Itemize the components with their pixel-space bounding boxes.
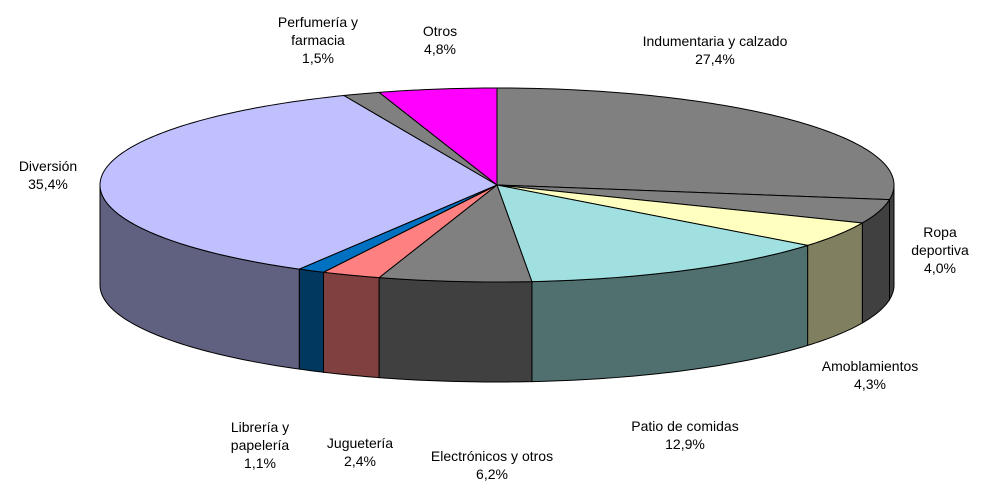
value-label: 4,8% [424, 41, 456, 57]
slice-side [888, 184, 895, 302]
slice-label: Diversión 35,4% [3, 157, 93, 193]
category-label: Librería y papelería [230, 419, 290, 453]
slice-label: Perfumería y farmacia 1,5% [263, 13, 373, 67]
slice-label: Patio de comidas 12,9% [600, 417, 770, 453]
value-label: 4,0% [924, 260, 956, 276]
value-label: 12,9% [665, 436, 705, 452]
value-label: 35,4% [28, 176, 68, 192]
category-label: Patio de comidas [631, 418, 739, 434]
category-label: Ropa deportiva [911, 224, 969, 258]
category-label: Juguetería [326, 435, 394, 451]
slice-label: Indumentaria y calzado 27,4% [605, 32, 825, 68]
category-label: Amoblamientos [821, 358, 919, 374]
category-label: Perfumería y farmacia [277, 14, 359, 48]
slice-side [298, 268, 324, 373]
category-label: Indumentaria y calzado [642, 33, 788, 49]
category-label: Electrónicos y otros [430, 448, 554, 464]
slice [496, 87, 895, 201]
slice [496, 184, 891, 224]
slice-side [378, 277, 533, 383]
value-label: 27,4% [695, 51, 735, 67]
slice [377, 184, 533, 283]
value-label: 6,2% [476, 466, 508, 482]
slice [496, 184, 864, 246]
category-label: Otros [422, 23, 458, 39]
slice [342, 91, 498, 186]
slice [99, 94, 499, 270]
category-label: Diversión [18, 158, 78, 174]
slice-label: Librería y papelería 1,1% [215, 418, 305, 472]
slice-side [322, 271, 380, 379]
slice-label: Electrónicos y otros 6,2% [427, 447, 557, 483]
slice [496, 184, 808, 283]
slice-label: Otros 4,8% [400, 22, 480, 58]
value-label: 1,1% [244, 455, 276, 471]
slice [377, 87, 498, 187]
slice-label: Juguetería 2,4% [310, 434, 410, 470]
slice-label: Ropa deportiva 4,0% [900, 223, 980, 277]
value-label: 2,4% [344, 453, 376, 469]
value-label: 1,5% [302, 50, 334, 66]
slice [321, 184, 498, 279]
value-label: 4,3% [854, 376, 886, 392]
slice-label: Amoblamientos 4,3% [800, 357, 940, 393]
